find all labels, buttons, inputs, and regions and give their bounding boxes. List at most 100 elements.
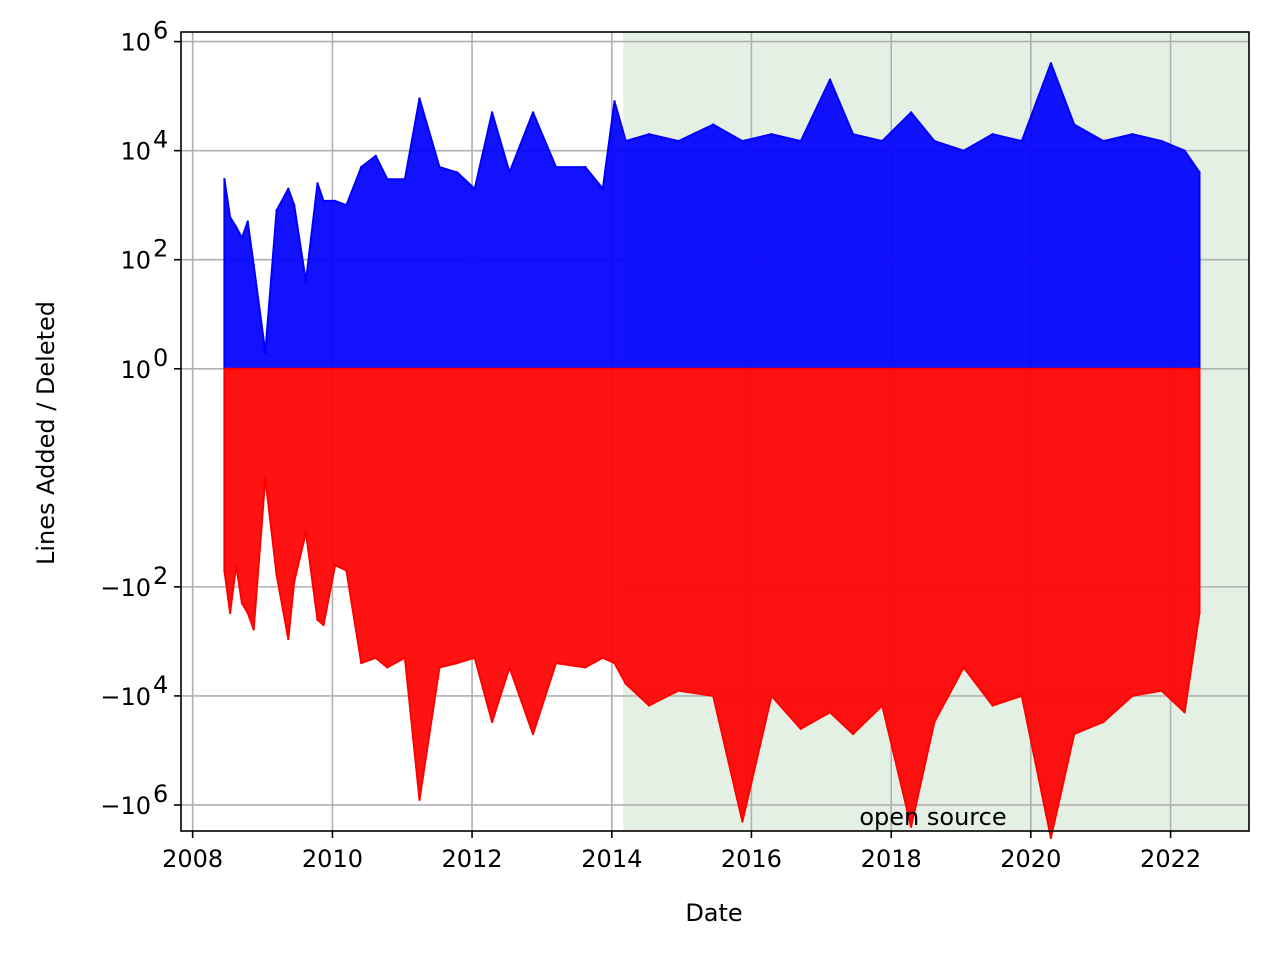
series-deleted-area-point	[322, 623, 325, 627]
series-added-area-point	[345, 204, 348, 207]
series-added-area-point	[584, 165, 587, 169]
series-added-area-point	[240, 236, 244, 240]
series-added-area-point	[799, 139, 802, 143]
series-deleted-area-point	[386, 666, 389, 669]
series-deleted-area-point	[712, 694, 715, 698]
series-added-area-point	[275, 209, 278, 212]
series-added-area-point	[490, 111, 494, 114]
series-deleted-area-point	[333, 564, 337, 567]
series-added-area-point	[909, 111, 913, 114]
series-added-area-point	[360, 165, 363, 169]
series-added-area-point	[1049, 62, 1053, 65]
series-added-area-point	[386, 178, 389, 181]
series-added-area-point	[601, 187, 604, 190]
y-tick-label: −10	[100, 683, 151, 711]
series-deleted-area-point	[828, 711, 832, 714]
series-deleted-area-point	[1131, 694, 1134, 698]
series-deleted-area-point	[1183, 711, 1186, 714]
series-added-area-point	[438, 165, 441, 169]
series-added-area-point	[246, 220, 249, 223]
series-deleted-area-point	[264, 476, 267, 479]
series-deleted-area-point	[304, 531, 308, 534]
series-deleted-area-point	[360, 661, 363, 665]
series-added-area-point	[264, 351, 267, 354]
series-added-area-point	[403, 178, 407, 181]
series-added-area-point	[304, 280, 308, 283]
series-added-area-point	[223, 178, 226, 181]
x-axis-label: Date	[685, 899, 742, 927]
x-tick-label: 2018	[861, 845, 922, 873]
series-deleted-area-point	[1020, 694, 1023, 698]
series-added-area-point	[228, 216, 232, 219]
labels-layer: open source Date Lines Added / Deleted	[32, 301, 1007, 927]
series-deleted-area-point	[252, 628, 255, 631]
series-added-area-point	[322, 199, 325, 203]
y-tick-label: 10	[120, 247, 151, 275]
x-tick-label: 2010	[302, 845, 363, 873]
series-deleted-area-point	[228, 611, 232, 615]
series-deleted-area-point	[613, 661, 616, 665]
series-deleted-area-point	[275, 573, 278, 576]
series-added-area-point	[962, 149, 965, 152]
series-added-area-point	[418, 97, 421, 100]
y-tick-exponent: 6	[153, 780, 168, 808]
series-added-area-point	[851, 133, 855, 136]
series-added-area-point	[933, 139, 936, 143]
series-added-area-point	[333, 199, 337, 203]
series-added-area-point	[508, 171, 511, 174]
series-deleted-area-point	[246, 611, 249, 615]
series-deleted-area-point	[1198, 611, 1201, 615]
series-deleted-area-point	[799, 727, 802, 730]
x-tick-label: 2020	[1000, 845, 1061, 873]
series-deleted-area-point	[287, 637, 290, 641]
series-added-area-point	[770, 133, 773, 136]
series-added-area-point	[828, 78, 832, 81]
y-tick-exponent: 4	[153, 126, 168, 154]
y-tick-label: −10	[100, 792, 151, 820]
series-deleted-area-point	[1073, 732, 1076, 736]
series-added-area-point	[252, 263, 255, 267]
series-deleted-area-point	[345, 569, 348, 572]
series-deleted-area-point	[490, 720, 494, 724]
series-added-area-point	[712, 123, 715, 126]
series-deleted-area-point	[293, 580, 296, 583]
x-tick-label: 2012	[442, 845, 503, 873]
y-tick-label: 10	[120, 138, 151, 166]
series-deleted-area-point	[647, 704, 651, 707]
y-tick-exponent: 4	[153, 671, 168, 699]
series-deleted-area-point	[962, 666, 965, 669]
series-deleted-area-point	[1160, 689, 1163, 692]
y-tick-exponent: 2	[153, 235, 168, 263]
series-added-area-point	[531, 111, 535, 114]
series-deleted-area-point	[374, 656, 377, 659]
series-deleted-area-point	[455, 661, 459, 665]
y-tick-label: 10	[120, 29, 151, 57]
series-deleted-area-point	[677, 689, 680, 692]
series-added-area-point	[647, 133, 651, 136]
series-added-area-point	[741, 139, 744, 143]
series-deleted-area-point	[624, 682, 627, 685]
series-added-area-point	[234, 225, 238, 229]
series-added-area-point	[1073, 123, 1076, 126]
series-added-area-point	[1102, 139, 1105, 143]
series-added-area-point	[473, 187, 476, 190]
x-tick-label: 2008	[162, 845, 223, 873]
series-deleted-area-point	[223, 569, 226, 572]
series-added-area-point	[1020, 139, 1023, 143]
series-deleted-area-point	[584, 666, 587, 669]
series-added-area-point	[624, 139, 627, 143]
series-deleted-area-point	[473, 656, 476, 659]
series-deleted-area-point	[418, 798, 421, 801]
series-added-area-point	[554, 165, 558, 169]
series-added-area-point	[293, 204, 296, 207]
series-deleted-area-point	[403, 656, 407, 659]
y-tick-exponent: 6	[153, 17, 168, 45]
x-tick-label: 2022	[1140, 845, 1201, 873]
series-deleted-area-point	[770, 694, 773, 698]
series-deleted-area-point	[991, 704, 994, 707]
y-tick-label: 10	[120, 356, 151, 384]
series-added-area-point	[613, 100, 616, 103]
series-deleted-area-point	[1102, 720, 1105, 724]
series-added-area-point	[1131, 133, 1134, 136]
